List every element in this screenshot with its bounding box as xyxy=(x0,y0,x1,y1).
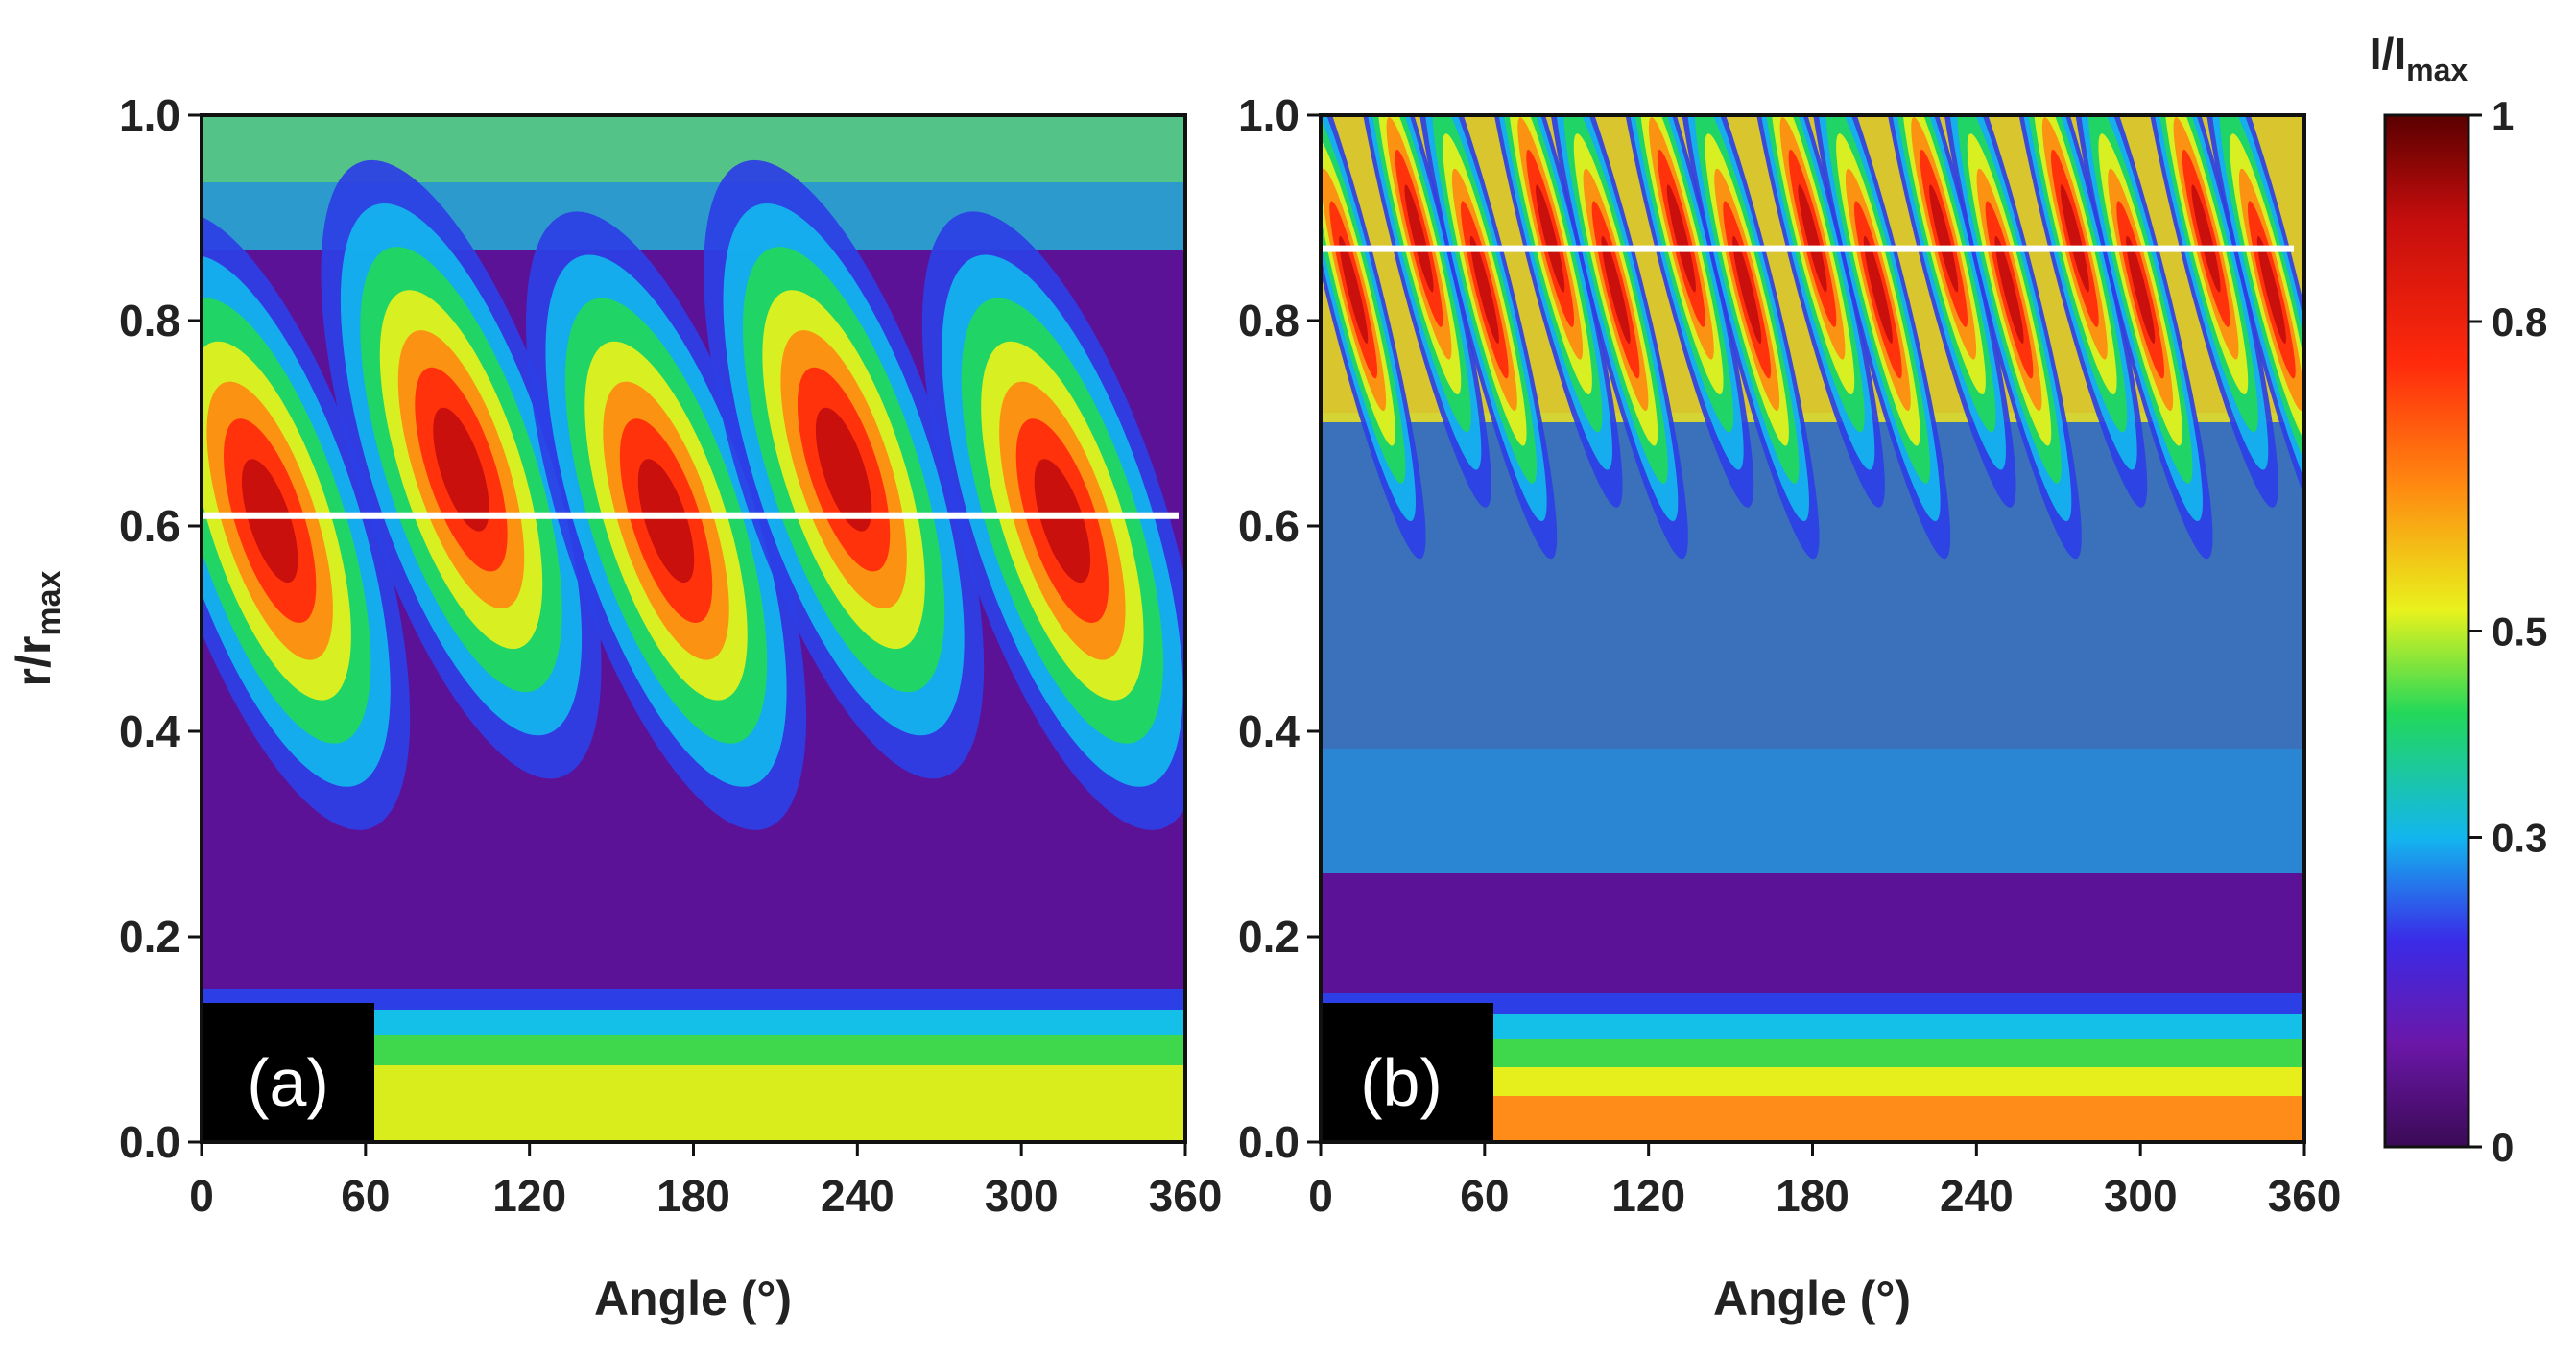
panel-b-ytick-label: 0.0 xyxy=(1238,1117,1300,1167)
panel-b-lobe-contour xyxy=(1339,235,1369,344)
panel-a-xtick-label: 60 xyxy=(341,1171,390,1221)
colorbar: 0 0.3 0.5 0.8 1 I/Imax xyxy=(2370,29,2548,1170)
panel-b-xtick-label: 300 xyxy=(2104,1171,2178,1221)
colorbar-tick-label: 0 xyxy=(2492,1125,2514,1170)
panel-a-axes: 0 60 120 180 240 300 360 0.0 0.2 0.4 0.6 0.8 1.0 xyxy=(119,90,1222,1221)
panel-b-lobe-contour xyxy=(2060,184,2089,293)
panel-b-lobe-contour xyxy=(1666,184,1696,293)
panel-b-lobe-contour xyxy=(1994,235,2024,344)
panel-a-label: (a) xyxy=(247,1045,329,1120)
panel-b-label-box xyxy=(1321,1003,1493,1142)
panel-a-label-box xyxy=(202,1003,374,1142)
panel-b-lobe-contour xyxy=(1601,235,1631,344)
panel-b-xtick-label: 120 xyxy=(1611,1171,1685,1221)
panel-a-ylabel: r/rmax xyxy=(7,570,67,686)
panel-a-ytick-label: 0.6 xyxy=(119,501,180,551)
panel-b-xtick-label: 0 xyxy=(1308,1171,1333,1221)
panel-b-lobe-contour xyxy=(1863,235,1893,344)
colorbar-tick-label: 0.3 xyxy=(2492,816,2547,861)
panel-a-ytick-label: 1.0 xyxy=(119,90,180,140)
colorbar-gradient xyxy=(2383,113,2470,1149)
panel-b-band-blue xyxy=(1321,993,2304,1014)
panel-a-ytick-label: 0.8 xyxy=(119,296,180,346)
panel-b-lobe-contour xyxy=(1798,184,1827,293)
colorbar-ticks: 0 0.3 0.5 0.8 1 xyxy=(2469,93,2547,1170)
colorbar-title: I/Imax xyxy=(2370,29,2469,87)
panel-a-lobe-contour xyxy=(815,407,872,532)
panel-b-mid-cyan xyxy=(1321,749,2304,873)
panel-a-ytick-label: 0.2 xyxy=(119,912,180,962)
panel-b-lobes xyxy=(1321,115,2304,560)
colorbar-tick-label: 0.5 xyxy=(2492,609,2547,655)
panel-b-lobe-contour xyxy=(2191,184,2221,293)
panel-b-xlabel: Angle (°) xyxy=(1713,1272,1911,1325)
panel-a: (a) 0 60 120 180 240 300 360 0.0 0.2 0.4 0.6 0.8 1.0… xyxy=(7,90,1222,1325)
colorbar-tick-label: 1 xyxy=(2492,93,2514,138)
panel-a-lobe-contour xyxy=(637,459,695,584)
panel-a-lobe-contour xyxy=(241,459,298,584)
panel-a-ytick-label: 0.0 xyxy=(119,1117,180,1167)
panel-b-xtick-label: 240 xyxy=(1940,1171,2014,1221)
panel-a-xlabel: Angle (°) xyxy=(594,1272,792,1325)
panel-a-xtick-label: 240 xyxy=(821,1171,894,1221)
panel-a-xtick-label: 300 xyxy=(985,1171,1059,1221)
panel-b-label: (b) xyxy=(1360,1045,1443,1120)
panel-a-lobes xyxy=(202,159,1185,830)
panel-a-xtick-label: 360 xyxy=(1149,1171,1223,1221)
panel-b-lobe-contour xyxy=(1404,184,1434,293)
panel-a-lobe-contour xyxy=(1034,459,1091,584)
panel-b-ytick-label: 0.4 xyxy=(1238,706,1300,756)
panel-b-ytick-label: 0.6 xyxy=(1238,501,1300,551)
panel-a-xtick-label: 120 xyxy=(492,1171,566,1221)
panel-a-lobe-contour xyxy=(433,407,489,532)
panel-b-xtick-label: 360 xyxy=(2268,1171,2342,1221)
panel-b-ytick-label: 0.8 xyxy=(1238,296,1300,346)
panel-b-lobe-contour xyxy=(1536,184,1565,293)
panel-b-axes: 0 60 120 180 240 300 360 0.0 0.2 0.4 0.6 0.8 1.0 xyxy=(1238,90,2341,1221)
panel-a-ytick-label: 0.4 xyxy=(119,706,180,756)
panel-b-lobe-contour xyxy=(1929,184,1959,293)
panel-b-ytick-label: 1.0 xyxy=(1238,90,1300,140)
colorbar-tick-label: 0.8 xyxy=(2492,299,2547,345)
panel-b: (b) 0 60 120 180 240 300 360 0.0 0.2 0.4 0.6 0.8 1.0… xyxy=(1238,90,2341,1325)
panel-b-lobe-contour xyxy=(2126,235,2156,344)
panel-b-lobe-contour xyxy=(1469,235,1499,344)
panel-a-xtick-label: 180 xyxy=(656,1171,730,1221)
panel-b-lobe-contour xyxy=(2256,235,2286,344)
panel-b-ytick-label: 0.2 xyxy=(1238,912,1300,962)
panel-a-band-blue xyxy=(202,989,1185,1010)
panel-b-xtick-label: 60 xyxy=(1460,1171,1509,1221)
panel-b-lobe-contour xyxy=(1732,235,1762,344)
panel-b-xtick-label: 180 xyxy=(1776,1171,1849,1221)
panel-a-xtick-label: 0 xyxy=(189,1171,214,1221)
